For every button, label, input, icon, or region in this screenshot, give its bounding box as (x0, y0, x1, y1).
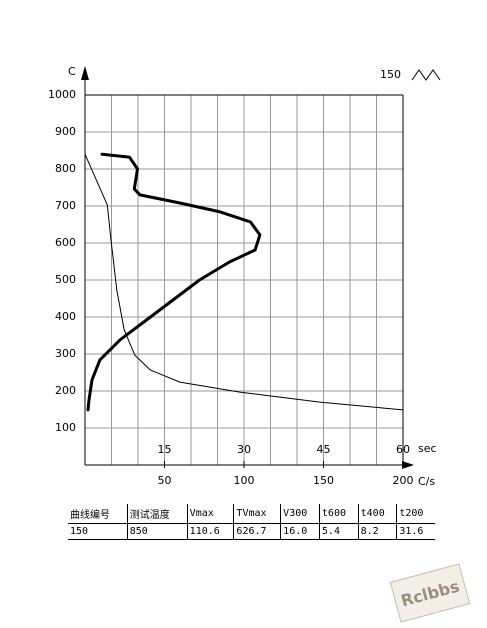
watermark: Rclbbs (389, 563, 471, 623)
table-cell: 150 (68, 523, 128, 540)
table-row: 150 850 110.6 626.7 16.0 5.4 8.2 31.6 (68, 523, 435, 540)
data-line (86, 152, 262, 412)
x2-axis-label: C/s (418, 475, 435, 488)
x2-tick-label: 200 (393, 474, 414, 487)
table-cell: V300 (280, 504, 320, 524)
table-row: 曲线编号 测试温度 Vmax TVmax V300 t600 t400 t200 (68, 504, 435, 524)
table-cell: 测试温度 (126, 504, 188, 524)
y-tick-label: 400 (55, 310, 76, 323)
table-cell: t400 (357, 504, 397, 524)
legend-label: 150 (380, 68, 401, 81)
x-axis-label: sec (418, 442, 437, 455)
data-table: 曲线编号 测试温度 Vmax TVmax V300 t600 t400 t200 150 850 1… (68, 504, 435, 540)
x2-tick-label: 150 (313, 474, 334, 487)
y-tick-label: 200 (55, 384, 76, 397)
y-tick-label: 700 (55, 199, 76, 212)
table-cell: 110.6 (186, 523, 234, 540)
y-tick-label: 600 (55, 236, 76, 249)
data-line (84, 153, 404, 411)
x-tick-label: 15 (158, 443, 172, 456)
table-cell: 626.7 (233, 523, 281, 540)
y-tick-label: 800 (55, 162, 76, 175)
table-cell: Vmax (186, 504, 234, 524)
chart: C sec C/s 150 100 200 300 400 500 600 700 800 90… (48, 65, 441, 488)
table-cell: t200 (396, 504, 435, 524)
table-cell: 8.2 (357, 523, 397, 540)
table-cell: 5.4 (318, 523, 359, 540)
x-tick-label: 30 (237, 443, 251, 456)
table-cell: 31.6 (396, 523, 435, 540)
y-tick-label: 300 (55, 347, 76, 360)
y-tick-label: 900 (55, 125, 76, 138)
table-cell: TVmax (233, 504, 281, 524)
y-tick-label: 100 (55, 421, 76, 434)
table-cell: t600 (318, 504, 359, 524)
table-cell: 16.0 (280, 523, 320, 540)
x-tick-label: 45 (317, 443, 331, 456)
table-cell: 850 (126, 523, 188, 540)
x2-tick-label: 100 (234, 474, 255, 487)
y-axis-arrow (81, 66, 89, 80)
y-tick-label: 500 (55, 273, 76, 286)
x-axis-arrow (402, 461, 414, 469)
table-cell: 曲线编号 (68, 504, 128, 524)
x2-tick-label: 50 (158, 474, 172, 487)
legend-icon (411, 69, 441, 81)
y-tick-label: 1000 (48, 88, 76, 101)
y-axis-label: C (68, 65, 76, 78)
